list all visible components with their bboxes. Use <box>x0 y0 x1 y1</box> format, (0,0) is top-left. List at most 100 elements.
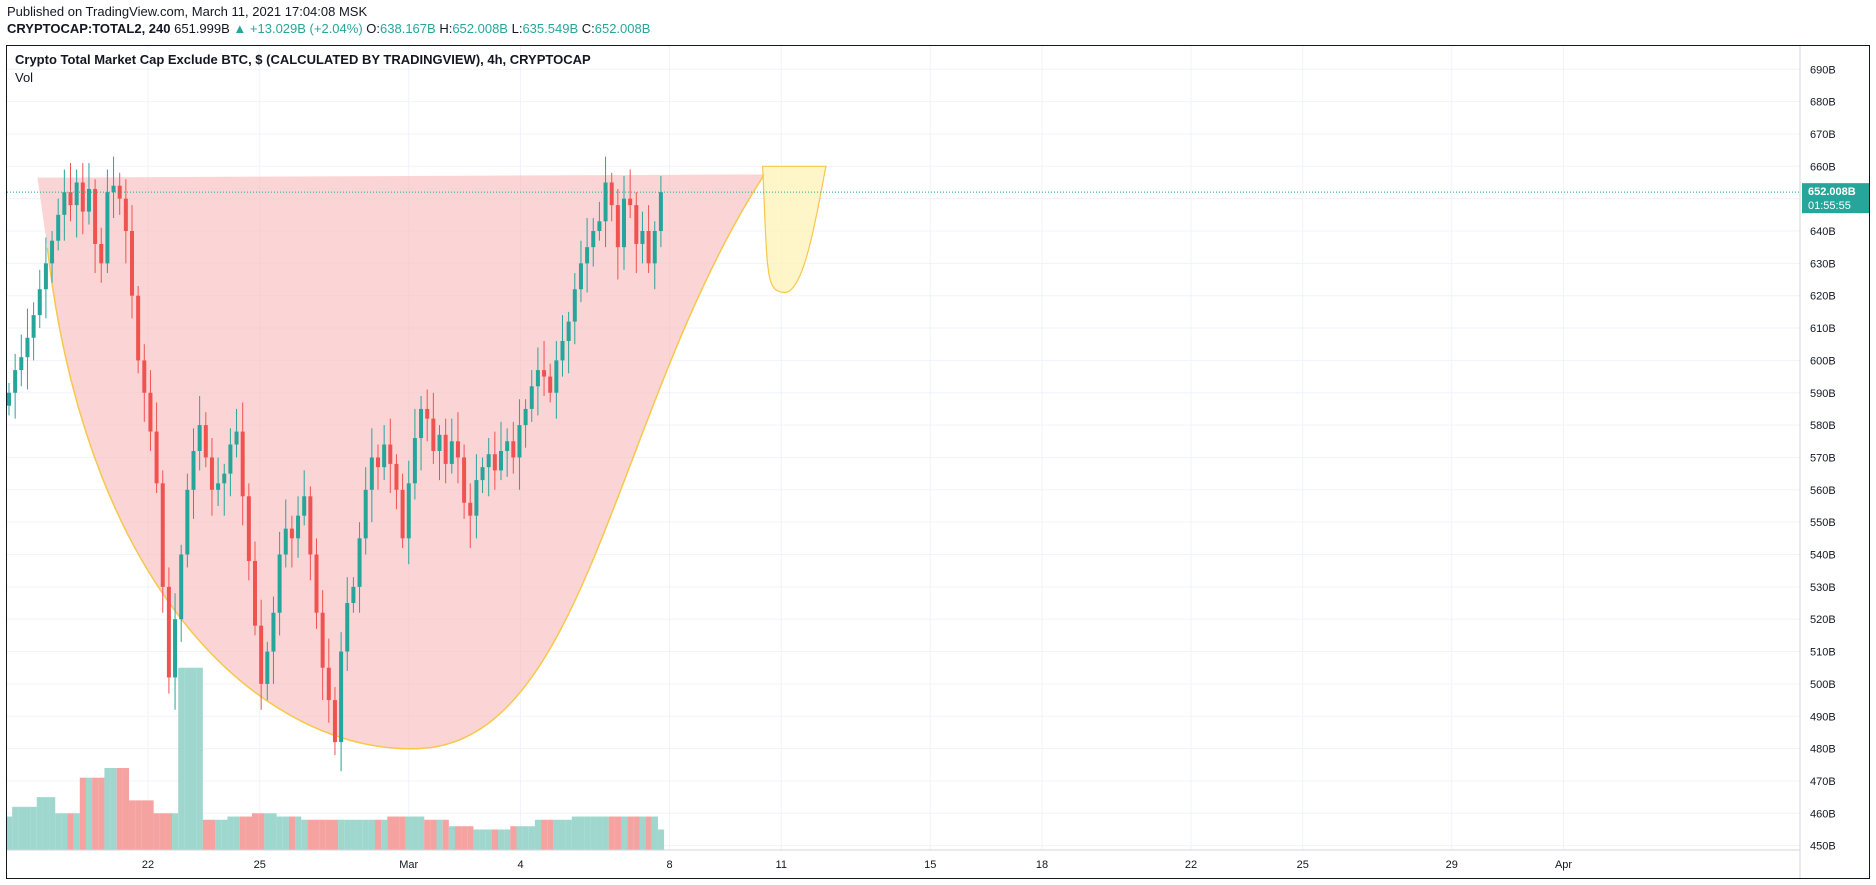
open-label: O: <box>366 21 381 36</box>
last-price-value: 652.008B <box>1808 186 1856 198</box>
candle-body <box>523 408 528 426</box>
candle-body <box>652 231 657 264</box>
candle-body <box>259 625 264 684</box>
volume-bar <box>541 819 548 850</box>
volume-bar <box>614 816 622 850</box>
volume-bar <box>350 819 357 850</box>
volume-bar <box>307 819 314 850</box>
candle-body <box>425 408 430 419</box>
candle-body <box>529 386 534 409</box>
candle-body <box>585 247 590 264</box>
candle-body <box>7 392 11 406</box>
volume-bar <box>436 819 443 850</box>
candle-body <box>597 221 602 231</box>
volume-bar <box>479 829 486 850</box>
volume-bar <box>239 816 246 850</box>
x-tick-label: 8 <box>666 859 672 871</box>
volume-bar <box>627 816 634 850</box>
candle-body <box>369 457 374 490</box>
volume-bar <box>399 816 406 850</box>
volume-bar <box>122 768 130 850</box>
volume-bar <box>639 816 646 850</box>
low-label: L: <box>511 21 523 36</box>
open-value: 638.167B <box>380 21 436 36</box>
candle-body <box>572 289 577 322</box>
x-tick-label: 11 <box>776 859 787 871</box>
volume-bar <box>571 816 578 850</box>
x-tick-label: 4 <box>517 859 523 871</box>
volume-bar <box>252 813 259 850</box>
candle-body <box>511 441 516 458</box>
volume-bar <box>553 819 560 850</box>
last-value: 651.999B <box>174 21 230 36</box>
volume-bar <box>55 813 62 850</box>
candles <box>7 156 663 772</box>
y-tick-label: 570B <box>1810 452 1836 464</box>
volume-bar <box>67 813 74 850</box>
candle-body <box>412 438 417 484</box>
volume-bar <box>104 768 111 850</box>
y-tick-label: 520B <box>1810 614 1836 626</box>
candle-body <box>123 198 128 231</box>
volume-bar <box>42 797 50 850</box>
volume-bar <box>393 816 400 850</box>
high-value: 652.008B <box>452 21 508 36</box>
y-tick-label: 680B <box>1810 97 1836 109</box>
candle-body <box>160 483 165 587</box>
volume-bar <box>590 816 597 850</box>
x-tick-label: 18 <box>1036 859 1048 871</box>
volume-bar <box>92 777 99 850</box>
volume-bar <box>196 667 203 850</box>
candle-body <box>296 515 301 539</box>
volume-bar <box>24 806 31 850</box>
y-tick-label: 460B <box>1810 808 1836 820</box>
candle-body <box>376 457 380 468</box>
volume-bar <box>645 816 652 850</box>
volume-bar <box>288 816 296 850</box>
volume-bar <box>485 829 492 850</box>
ohlc-legend: CRYPTOCAP:TOTAL2, 240 651.999B ▲ +13.029… <box>7 21 650 36</box>
volume-bar <box>141 800 148 850</box>
candle-body <box>209 457 214 490</box>
y-tick-label: 540B <box>1810 550 1836 562</box>
volume-bar <box>129 800 136 850</box>
y-tick-label: 640B <box>1810 226 1836 238</box>
x-tick-label: 15 <box>924 859 936 871</box>
volume-bar <box>442 819 449 850</box>
candle-body <box>191 450 196 490</box>
candle-body <box>179 554 184 620</box>
volume-bar <box>608 816 615 850</box>
volume-bar <box>313 819 320 850</box>
candle-body <box>517 425 522 458</box>
volume-bar <box>30 806 37 850</box>
volume-bar <box>602 816 609 850</box>
candle-body <box>554 360 559 393</box>
candle-body <box>382 444 387 468</box>
candle-body <box>486 454 491 468</box>
candle-body <box>578 263 583 290</box>
volume-bar <box>147 800 154 850</box>
volume-bar <box>565 819 572 850</box>
y-tick-label: 580B <box>1810 420 1836 432</box>
volume-bar <box>178 667 185 850</box>
volume-bar <box>233 816 240 850</box>
candle-body <box>93 188 98 244</box>
candle-body <box>462 457 467 503</box>
candle-body <box>25 337 30 358</box>
published-info: Published on TradingView.com, March 11, … <box>7 4 368 19</box>
volume-bar <box>61 813 68 850</box>
volume-bar <box>6 816 13 850</box>
y-tick-label: 670B <box>1810 129 1836 141</box>
candle-body <box>283 528 288 555</box>
candle-body <box>216 483 221 490</box>
candle-body <box>505 441 510 451</box>
candle-body <box>622 198 626 248</box>
candle-body <box>111 185 116 193</box>
volume-label: Vol <box>15 70 34 85</box>
volume-bar <box>276 816 283 850</box>
candle-body <box>634 205 639 244</box>
volume-bar <box>221 819 228 850</box>
volume-bar <box>381 819 388 850</box>
volume-bar <box>12 806 19 850</box>
